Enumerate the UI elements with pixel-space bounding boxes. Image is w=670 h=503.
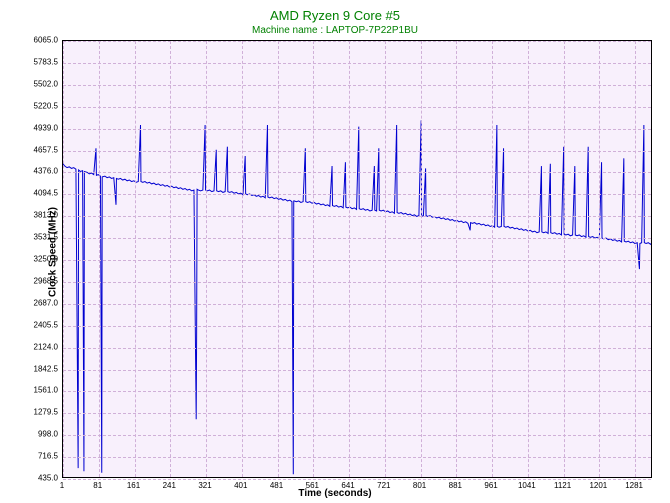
x-tick-label: 1281: [625, 481, 643, 490]
grid-horizontal: [63, 326, 651, 327]
chart-container: AMD Ryzen 9 Core #5 Machine name : LAPTO…: [0, 0, 670, 503]
chart-title: AMD Ryzen 9 Core #5: [0, 0, 670, 23]
y-tick-label: 4939.0: [8, 123, 58, 132]
grid-horizontal: [63, 435, 651, 436]
grid-horizontal: [63, 282, 651, 283]
grid-horizontal: [63, 129, 651, 130]
y-tick-label: 5220.5: [8, 101, 58, 110]
y-tick-label: 2405.5: [8, 320, 58, 329]
y-tick-label: 2687.0: [8, 298, 58, 307]
x-tick-label: 641: [341, 481, 354, 490]
y-tick-label: 4657.5: [8, 145, 58, 154]
x-tick-label: 1121: [554, 481, 571, 490]
x-tick-label: 961: [484, 481, 497, 490]
y-tick-label: 5783.5: [8, 57, 58, 66]
y-tick-label: 716.5: [8, 452, 58, 461]
y-tick-label: 6065.0: [8, 36, 58, 45]
x-tick-label: 801: [413, 481, 426, 490]
x-tick-label: 481: [270, 481, 283, 490]
x-tick-label: 321: [198, 481, 211, 490]
grid-horizontal: [63, 107, 651, 108]
y-tick-label: 998.0: [8, 430, 58, 439]
y-tick-label: 4376.0: [8, 167, 58, 176]
y-tick-label: 1279.5: [8, 408, 58, 417]
plot-area: [62, 40, 652, 478]
plot-area-wrap: [62, 40, 652, 478]
grid-horizontal: [63, 238, 651, 239]
grid-horizontal: [63, 151, 651, 152]
y-tick-label: 1842.5: [8, 364, 58, 373]
grid-horizontal: [63, 370, 651, 371]
grid-horizontal: [63, 216, 651, 217]
x-tick-label: 1041: [518, 481, 536, 490]
y-tick-label: 5502.0: [8, 79, 58, 88]
grid-horizontal: [63, 391, 651, 392]
y-tick-label: 4094.5: [8, 189, 58, 198]
x-tick-label: 161: [127, 481, 140, 490]
y-tick-label: 3813.0: [8, 211, 58, 220]
x-tick-label: 881: [449, 481, 462, 490]
x-tick-label: 1: [60, 481, 64, 490]
grid-horizontal: [63, 304, 651, 305]
grid-horizontal: [63, 457, 651, 458]
grid-horizontal: [63, 63, 651, 64]
x-tick-label: 1201: [589, 481, 607, 490]
y-tick-label: 3531.5: [8, 233, 58, 242]
x-tick-label: 241: [163, 481, 176, 490]
grid-horizontal: [63, 194, 651, 195]
x-tick-label: 401: [234, 481, 247, 490]
chart-subtitle: Machine name : LAPTOP-7P22P1BU: [0, 23, 670, 36]
grid-horizontal: [63, 413, 651, 414]
x-tick-label: 561: [306, 481, 319, 490]
grid-horizontal: [63, 260, 651, 261]
grid-horizontal: [63, 41, 651, 42]
y-tick-label: 2968.5: [8, 276, 58, 285]
y-tick-label: 1561.0: [8, 386, 58, 395]
grid-horizontal: [63, 85, 651, 86]
grid-horizontal: [63, 348, 651, 349]
x-tick-label: 721: [377, 481, 390, 490]
y-tick-label: 435.0: [8, 474, 58, 483]
x-tick-label: 81: [93, 481, 102, 490]
y-tick-label: 2124.0: [8, 342, 58, 351]
y-tick-label: 3250.0: [8, 255, 58, 264]
grid-horizontal: [63, 479, 651, 480]
grid-horizontal: [63, 172, 651, 173]
